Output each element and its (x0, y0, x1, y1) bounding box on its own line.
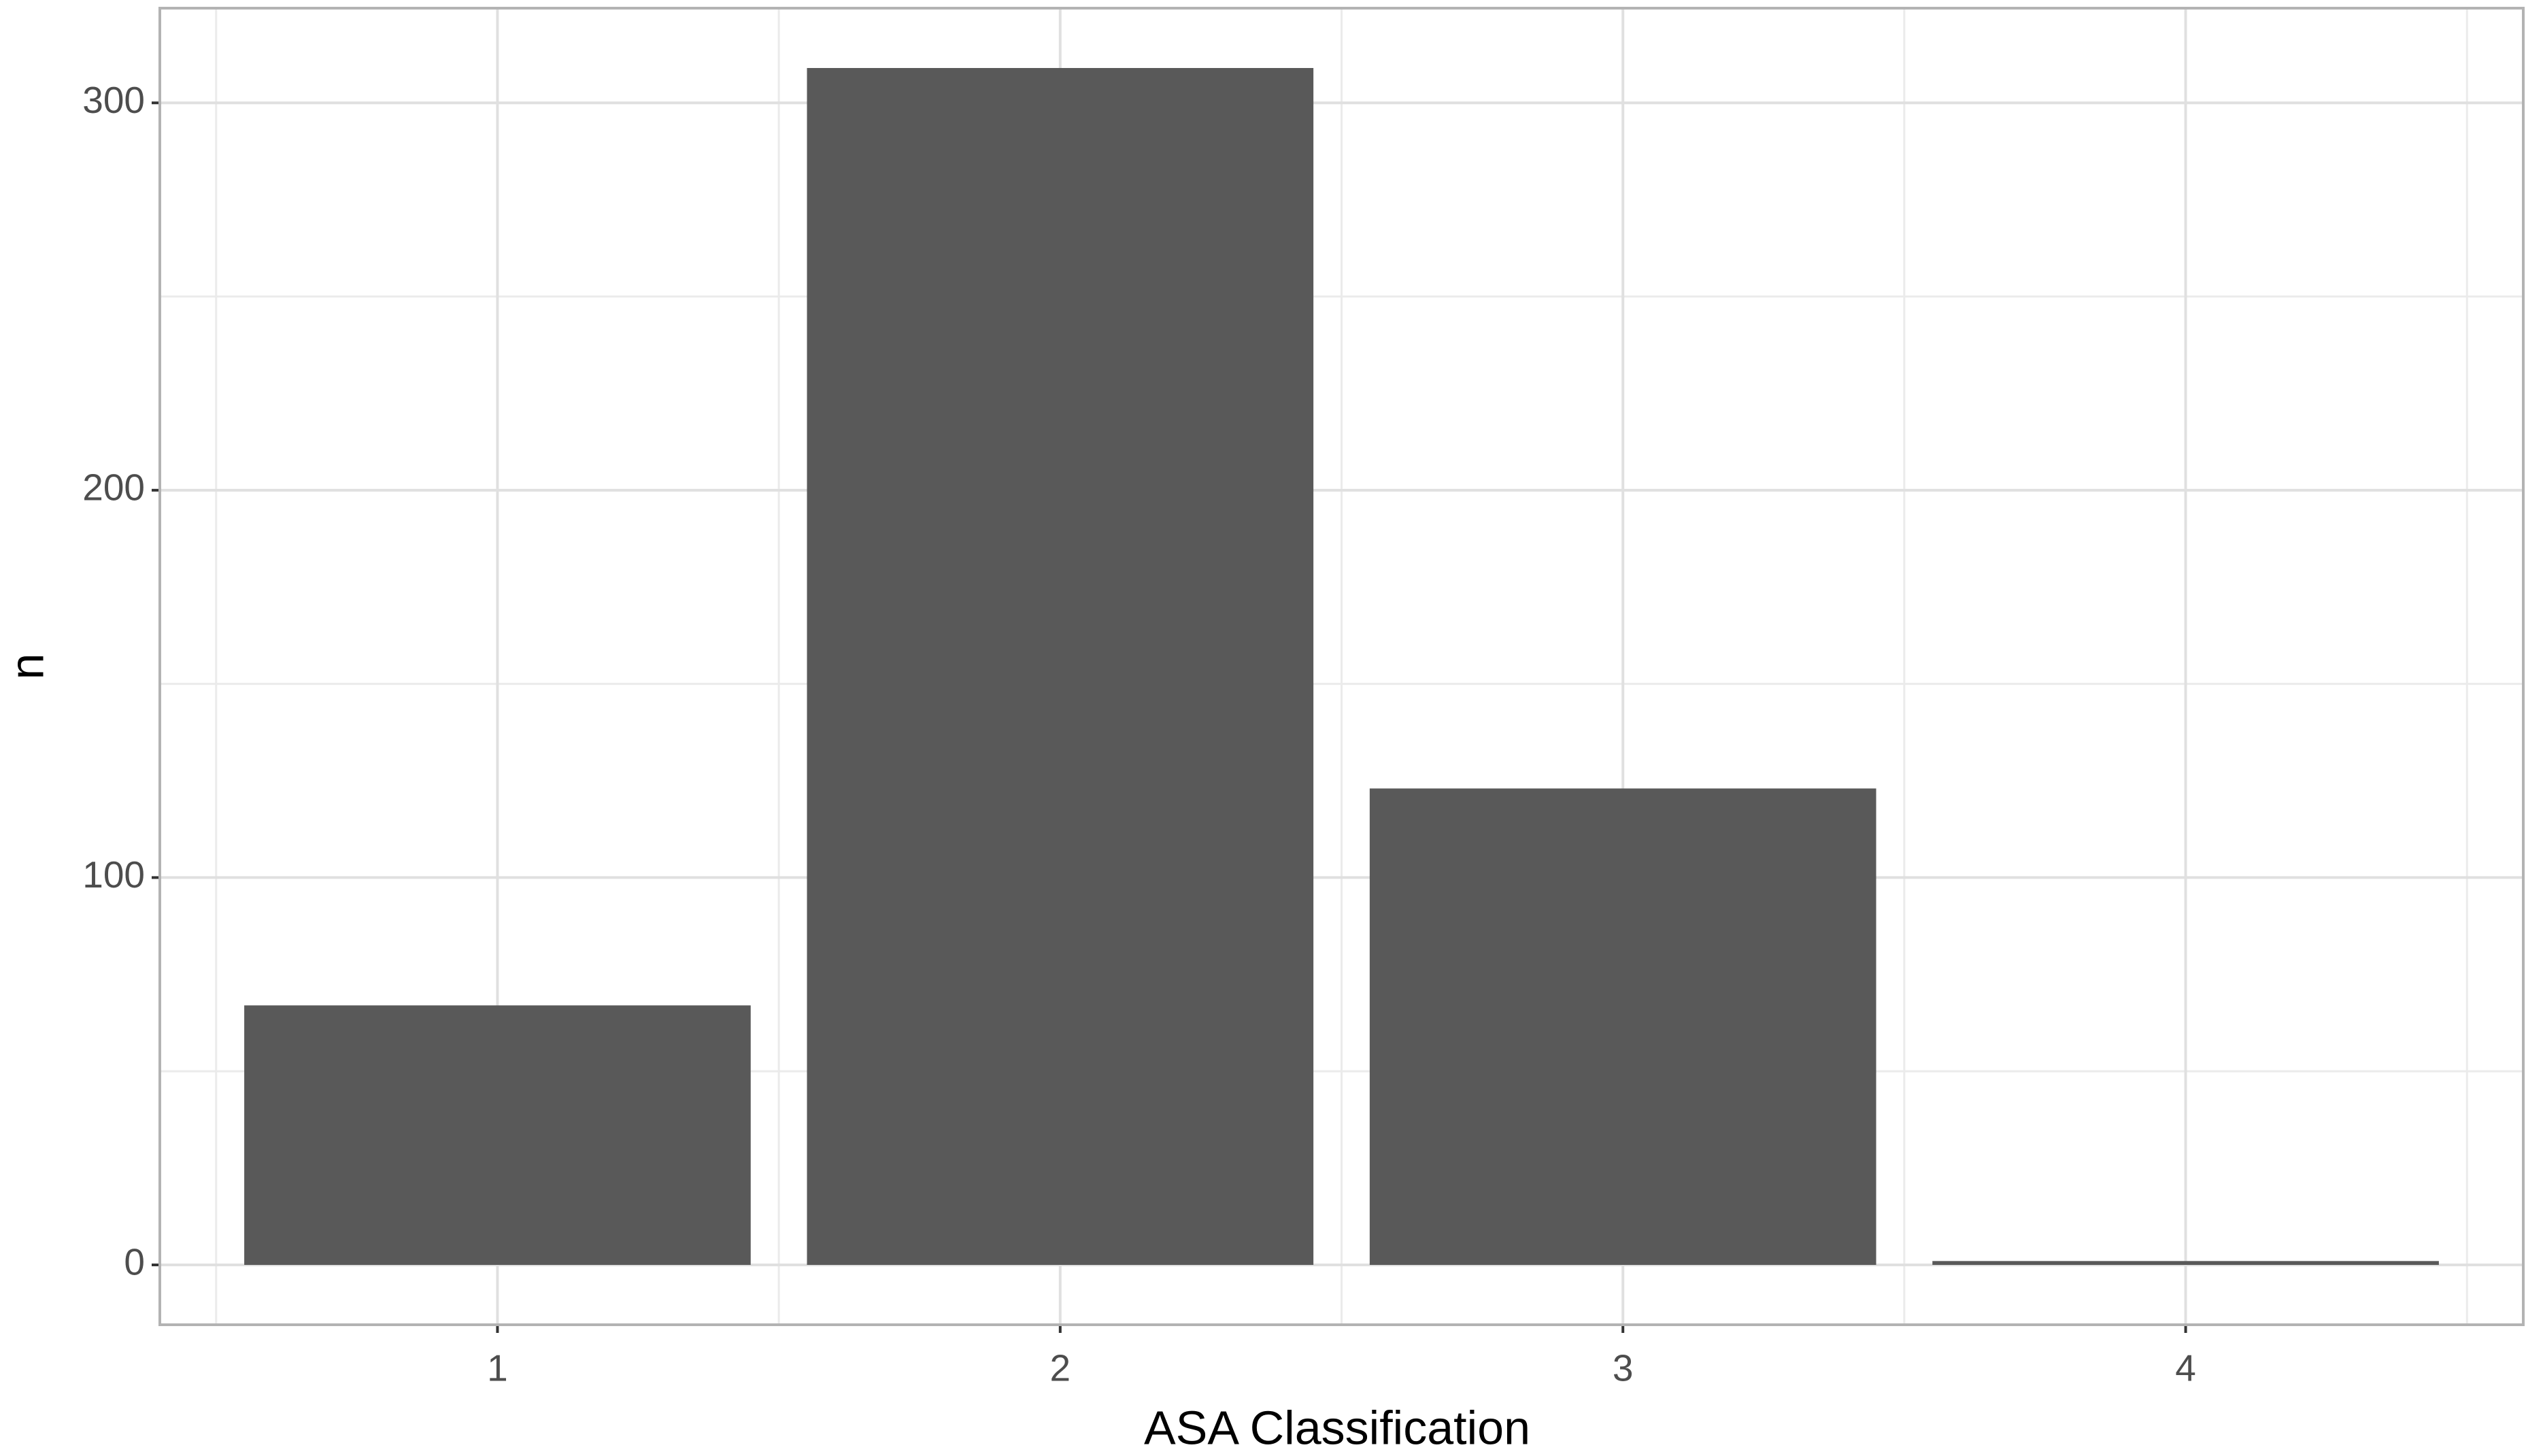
bar (807, 68, 1314, 1265)
y-tick-label: 300 (82, 79, 145, 121)
bar (244, 1005, 751, 1265)
bar (1369, 788, 1876, 1265)
y-tick-label: 0 (124, 1241, 145, 1283)
y-tick-label: 100 (82, 853, 145, 896)
y-tick-label: 200 (82, 466, 145, 508)
x-tick-label: 2 (1050, 1347, 1071, 1389)
x-axis-title: ASA Classification (1144, 1401, 1530, 1454)
bar (1932, 1261, 2439, 1265)
panel-border (158, 7, 2525, 1326)
x-tick-label: 1 (487, 1347, 508, 1389)
y-axis-title: n (0, 654, 53, 680)
x-tick-label: 4 (2175, 1347, 2196, 1389)
x-tick-label: 3 (1613, 1347, 1634, 1389)
